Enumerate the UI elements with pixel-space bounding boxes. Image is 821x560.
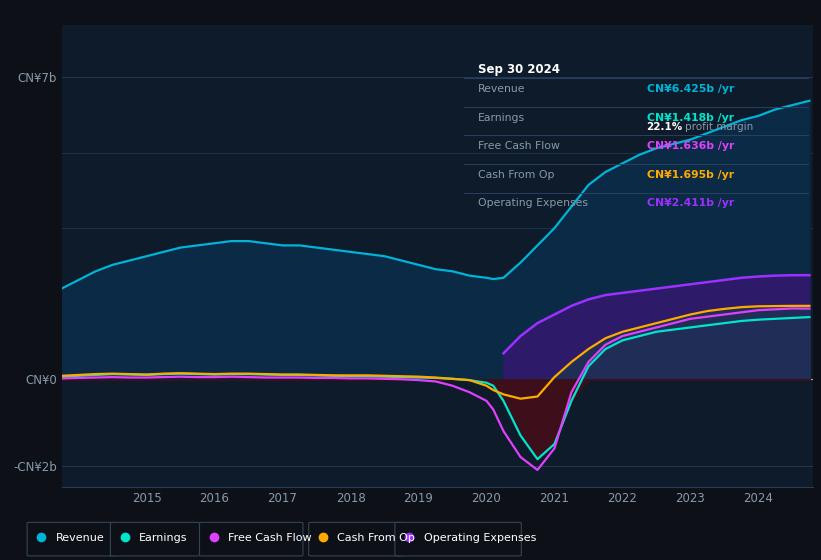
Text: CN¥1.418b /yr: CN¥1.418b /yr bbox=[647, 113, 734, 123]
Text: CN¥6.425b /yr: CN¥6.425b /yr bbox=[647, 84, 734, 94]
Text: Earnings: Earnings bbox=[139, 533, 188, 543]
Text: Sep 30 2024: Sep 30 2024 bbox=[478, 63, 560, 76]
Text: 22.1%: 22.1% bbox=[647, 123, 683, 133]
Text: profit margin: profit margin bbox=[685, 123, 753, 133]
FancyBboxPatch shape bbox=[395, 522, 521, 556]
Text: Revenue: Revenue bbox=[56, 533, 104, 543]
Text: Cash From Op: Cash From Op bbox=[337, 533, 415, 543]
FancyBboxPatch shape bbox=[27, 522, 117, 556]
Text: Free Cash Flow: Free Cash Flow bbox=[228, 533, 312, 543]
Text: Earnings: Earnings bbox=[478, 113, 525, 123]
Text: CN¥2.411b /yr: CN¥2.411b /yr bbox=[647, 198, 734, 208]
Text: CN¥1.636b /yr: CN¥1.636b /yr bbox=[647, 141, 734, 151]
Text: Cash From Op: Cash From Op bbox=[478, 170, 554, 180]
Text: Free Cash Flow: Free Cash Flow bbox=[478, 141, 560, 151]
Text: CN¥1.695b /yr: CN¥1.695b /yr bbox=[647, 170, 734, 180]
FancyBboxPatch shape bbox=[110, 522, 200, 556]
FancyBboxPatch shape bbox=[200, 522, 303, 556]
Text: Revenue: Revenue bbox=[478, 84, 525, 94]
Text: Operating Expenses: Operating Expenses bbox=[478, 198, 588, 208]
Text: Operating Expenses: Operating Expenses bbox=[424, 533, 536, 543]
FancyBboxPatch shape bbox=[309, 522, 404, 556]
